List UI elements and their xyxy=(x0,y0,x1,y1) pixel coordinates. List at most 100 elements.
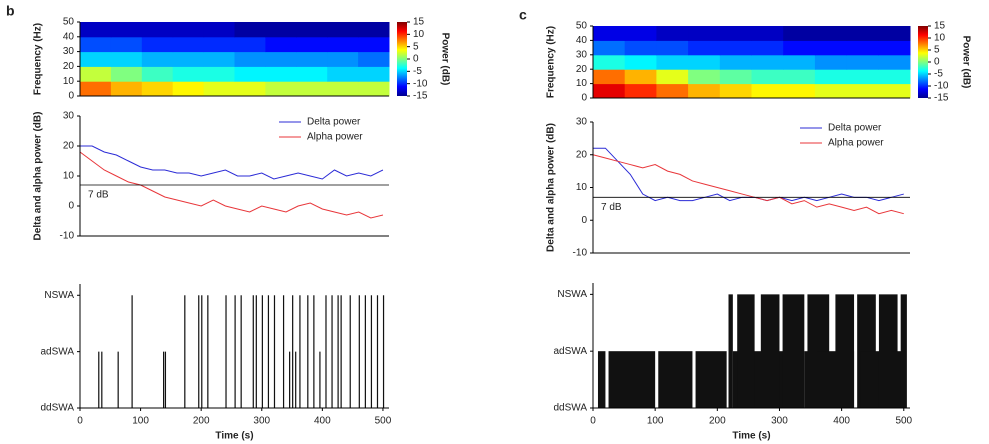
state-bar xyxy=(737,294,755,408)
heat-cell xyxy=(688,40,721,56)
state-bar xyxy=(695,351,727,408)
heat-cell xyxy=(358,81,390,97)
heat-cell xyxy=(593,26,626,41)
heat-cell xyxy=(234,22,266,38)
heat-cell xyxy=(783,40,816,56)
heat-cell xyxy=(327,51,359,67)
state-bar xyxy=(728,294,733,408)
reference-label: 7 dB xyxy=(601,202,622,213)
x-axis-title: Time (s) xyxy=(215,431,253,442)
colorbar-tick-label: -15 xyxy=(413,91,428,102)
state-bar xyxy=(658,351,693,408)
heat-cell xyxy=(878,40,911,56)
y-tick-label: NSWA xyxy=(44,290,74,301)
heat-cell xyxy=(80,36,112,53)
state-bar xyxy=(164,351,167,408)
heat-cell xyxy=(688,54,721,70)
legend-label: Alpha power xyxy=(828,138,884,149)
y-tick-label: 20 xyxy=(63,61,75,72)
heat-cell xyxy=(688,83,721,99)
series-line xyxy=(79,151,384,219)
y-tick-label: -10 xyxy=(60,231,75,242)
x-tick-label: 500 xyxy=(895,416,912,427)
heat-cell xyxy=(593,83,626,99)
heat-cell xyxy=(846,40,879,56)
heat-cell xyxy=(327,36,359,53)
heat-cell xyxy=(814,40,848,56)
state-bar xyxy=(267,295,270,408)
state-bar xyxy=(376,295,379,408)
state-bar xyxy=(760,294,780,408)
state-bar xyxy=(319,351,321,408)
heat-cell xyxy=(234,51,266,67)
state-bar xyxy=(101,351,103,408)
y-tick-label: 50 xyxy=(576,21,588,32)
y-tick-label: 0 xyxy=(68,91,74,102)
legend-label: Alpha power xyxy=(307,132,363,143)
panel-label: b xyxy=(6,3,15,19)
y-tick-label: 10 xyxy=(576,78,588,89)
y-tick-label: adSWA xyxy=(40,346,74,357)
colorbar-tick-label: 15 xyxy=(934,21,946,32)
state-bar xyxy=(325,295,327,408)
heat-cell xyxy=(814,26,848,41)
heat-cell xyxy=(751,69,784,85)
state-bar xyxy=(382,295,385,408)
heat-cell xyxy=(624,40,657,56)
heat-cell xyxy=(624,69,657,85)
heat-cell xyxy=(358,51,390,67)
heat-cell xyxy=(141,22,174,38)
heat-cell xyxy=(234,66,266,82)
heat-cell xyxy=(656,83,689,99)
state-bar xyxy=(131,295,133,408)
state-bar xyxy=(261,295,263,408)
y-tick-label: 20 xyxy=(63,141,75,152)
heat-cell xyxy=(110,22,143,38)
state-bar xyxy=(117,351,119,408)
state-bar xyxy=(198,295,200,408)
heat-cell xyxy=(358,22,390,38)
heat-cell xyxy=(593,40,626,56)
heat-cell xyxy=(751,83,784,99)
x-tick-label: 0 xyxy=(590,416,596,427)
state-bar xyxy=(234,295,236,408)
colorbar-tick-label: 0 xyxy=(413,54,419,65)
heat-cell xyxy=(814,83,848,99)
x-tick-label: 300 xyxy=(253,416,270,427)
state-bar xyxy=(900,294,907,408)
heat-cell xyxy=(265,22,297,38)
heat-cell xyxy=(688,69,721,85)
state-bar xyxy=(98,351,100,408)
colorbar-tick-label: 10 xyxy=(934,33,946,44)
y-tick-label: 20 xyxy=(576,149,588,160)
heat-cell xyxy=(296,81,328,97)
y-tick-label: 0 xyxy=(68,201,74,212)
y-tick-label: NSWA xyxy=(557,289,587,300)
x-tick-label: 100 xyxy=(647,416,664,427)
heat-cell xyxy=(296,36,328,53)
series-line xyxy=(592,154,904,215)
state-bar xyxy=(340,295,342,408)
state-bar xyxy=(240,295,242,408)
heat-cell xyxy=(203,22,235,38)
state-bar xyxy=(252,295,254,408)
heat-cell xyxy=(172,36,205,53)
heat-cell xyxy=(846,83,879,99)
heat-cell xyxy=(751,26,784,41)
heat-cell xyxy=(783,26,816,41)
heat-cell xyxy=(234,81,266,97)
x-tick-label: 400 xyxy=(833,416,850,427)
y-tick-label: 10 xyxy=(576,182,588,193)
series-line xyxy=(593,147,904,202)
heat-cell xyxy=(141,51,174,67)
series-line xyxy=(80,145,384,180)
colorbar xyxy=(397,22,407,96)
heat-cell xyxy=(846,26,879,41)
heat-cell xyxy=(172,22,205,38)
state-bar xyxy=(782,294,805,408)
heat-cell xyxy=(80,66,112,82)
x-axis-title: Time (s) xyxy=(732,431,770,442)
heat-cell xyxy=(878,54,911,70)
x-tick-label: 300 xyxy=(771,416,788,427)
heat-cell xyxy=(141,66,174,82)
